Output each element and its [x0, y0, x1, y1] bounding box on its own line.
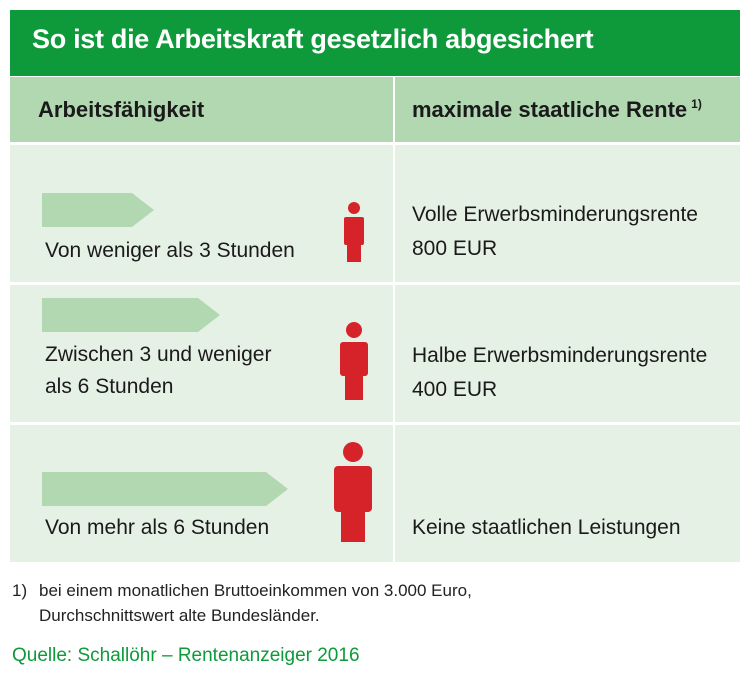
pension-text: Volle Erwerbsminderungsrente 800 EUR	[412, 198, 698, 266]
pension-line-1: Halbe Erwerbsminderungsrente	[412, 344, 708, 367]
footnote-line-2: Durchschnittswert alte Bundesländer.	[39, 606, 320, 625]
footnote-number: 1)	[12, 581, 28, 600]
footnote-line-1: bei einem monatlichen Bruttoeinkommen vo…	[39, 581, 472, 600]
table-row: Von mehr als 6 Stunden Keine staatlichen…	[10, 425, 740, 562]
condition-line-1: Von mehr als 6 Stunden	[45, 516, 270, 539]
header-cell-pension: maximale staatliche Rente 1)	[395, 77, 740, 142]
arrow-right-icon	[42, 472, 288, 506]
pension-cell: Volle Erwerbsminderungsrente 800 EUR	[395, 145, 740, 282]
condition-line-1: Zwischen 3 und weniger	[45, 343, 272, 366]
table-row: Zwischen 3 und weniger als 6 Stunden Hal…	[10, 285, 740, 422]
page-title: So ist die Arbeitskraft gesetzlich abges…	[32, 24, 594, 54]
pension-line-2: Keine staatlichen Leistungen	[412, 516, 681, 539]
arrow-right-icon	[42, 193, 154, 227]
person-icon	[343, 202, 365, 262]
pension-line-2: 400 EUR	[412, 378, 498, 401]
condition-text: Von mehr als 6 Stunden	[45, 512, 269, 544]
pension-cell: Keine staatlichen Leistungen	[395, 425, 740, 562]
pension-text: Halbe Erwerbsminderungsrente 400 EUR	[412, 339, 707, 407]
title-bar: So ist die Arbeitskraft gesetzlich abges…	[10, 10, 740, 76]
footnote-text: bei einem monatlichen Bruttoeinkommen vo…	[39, 578, 472, 628]
header-label-pension-text: maximale staatliche Rente	[412, 97, 688, 122]
ability-cell: Von weniger als 3 Stunden	[10, 145, 395, 282]
pension-line-2: 800 EUR	[412, 237, 498, 260]
condition-line-2: als 6 Stunden	[45, 375, 174, 398]
condition-line-1: Von weniger als 3 Stunden	[45, 239, 295, 262]
pension-cell: Halbe Erwerbsminderungsrente 400 EUR	[395, 285, 740, 422]
header-cell-ability: Arbeitsfähigkeit	[10, 77, 395, 142]
pension-text: Keine staatlichen Leistungen	[412, 511, 681, 545]
condition-text: Zwischen 3 und weniger als 6 Stunden	[45, 339, 271, 403]
table-row: Von weniger als 3 Stunden Volle Erwerbsm…	[10, 145, 740, 282]
person-icon	[339, 322, 369, 400]
pension-line-1: Volle Erwerbsminderungsrente	[412, 203, 698, 226]
ability-cell: Zwischen 3 und weniger als 6 Stunden	[10, 285, 395, 422]
person-icon	[333, 442, 373, 542]
header-label-pension: maximale staatliche Rente 1)	[412, 97, 702, 123]
footnote-marker: 1)	[691, 97, 702, 111]
header-label-ability: Arbeitsfähigkeit	[38, 97, 205, 122]
condition-text: Von weniger als 3 Stunden	[45, 235, 295, 267]
source-credit: Quelle: Schallöhr – Rentenanzeiger 2016	[12, 645, 360, 666]
arrow-right-icon	[42, 298, 220, 332]
ability-cell: Von mehr als 6 Stunden	[10, 425, 395, 562]
table-header: Arbeitsfähigkeit maximale staatliche Ren…	[10, 77, 740, 142]
